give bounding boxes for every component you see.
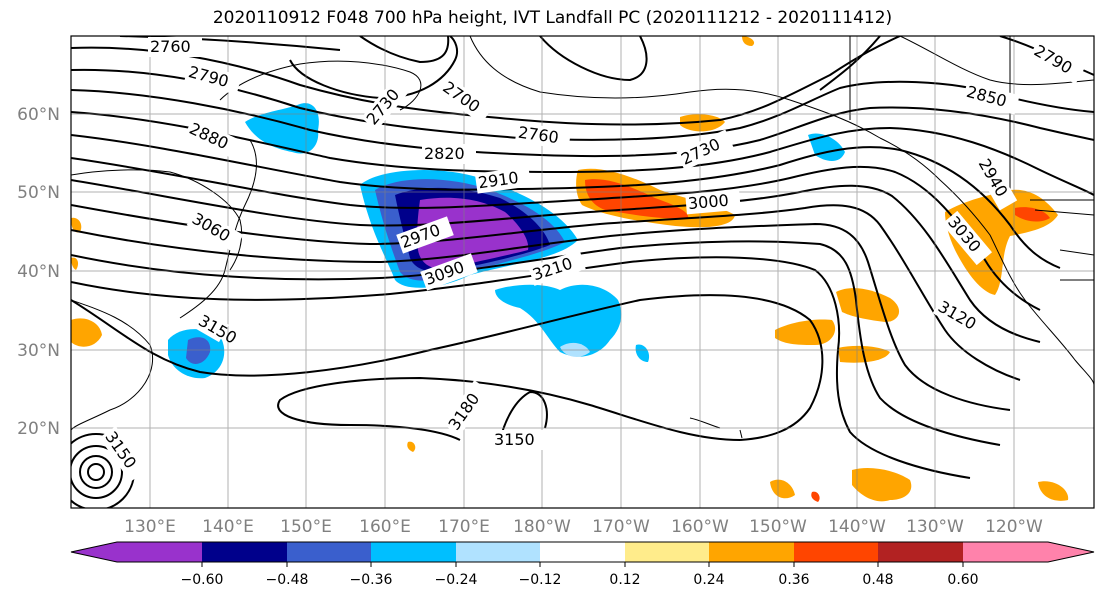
contour-label: 2820 [424,144,465,163]
longitude-labels: 130°E 140°E 150°E 160°E 170°E 180°W 170°… [124,517,1043,537]
colorbar-segment [371,542,456,562]
lon-label: 160°E [359,517,411,537]
map-title: 2020110912 F048 700 hPa height, IVT Land… [212,8,893,28]
lat-label: 20°N [17,419,60,439]
colorbar-tick: 0.24 [693,572,724,588]
lon-label: 130°E [124,517,176,537]
lon-label: 160°W [671,517,729,537]
colorbar-tick: −0.36 [350,572,393,588]
contour-label: 2760 [150,37,191,56]
colorbar-segment [794,542,878,562]
lon-label: 170°E [438,517,490,537]
latitude-labels: 60°N 50°N 40°N 30°N 20°N [17,105,60,439]
colorbar: −0.60 −0.48 −0.36 −0.24 −0.12 0.12 0.24 … [70,541,1095,588]
lon-label: 130°W [906,517,964,537]
colorbar-segment [456,542,540,562]
lat-label: 60°N [17,105,60,125]
height-contours [71,36,1094,508]
colorbar-segment [540,542,625,562]
colorbar-tick: −0.60 [181,572,224,588]
lon-label: 150°E [280,517,332,537]
colorbar-tick: −0.24 [435,572,478,588]
colorbar-tick: −0.12 [519,572,562,588]
colorbar-tick: −0.48 [266,572,309,588]
lat-label: 30°N [17,341,60,361]
contour-label: 3150 [494,430,535,449]
lat-label: 40°N [17,262,60,282]
colorbar-tick: 0.48 [862,572,893,588]
colorbar-segment [625,542,709,562]
lat-label: 50°N [17,183,60,203]
lon-label: 140°W [828,517,886,537]
lon-label: 170°W [592,517,650,537]
colorbar-segment [117,542,202,562]
colorbar-tick: 0.36 [778,572,809,588]
lon-label: 150°W [749,517,807,537]
map-frame [70,35,1095,509]
contour-label: 3000 [687,191,729,213]
lon-label: 180°W [513,517,571,537]
colorbar-segment [878,542,963,562]
colorbar-segment [202,542,287,562]
colorbar-segment [963,542,1048,562]
colorbar-segment [287,542,371,562]
colorbar-tick: 0.12 [609,572,640,588]
colorbar-tick: 0.60 [947,572,978,588]
gridlines [71,36,1094,508]
colorbar-segment [709,542,794,562]
lon-label: 140°E [202,517,254,537]
colorbar-extend-left [71,542,117,562]
colorbar-extend-right [1048,542,1094,562]
lon-label: 120°W [985,517,1043,537]
plot-area [71,36,1094,508]
